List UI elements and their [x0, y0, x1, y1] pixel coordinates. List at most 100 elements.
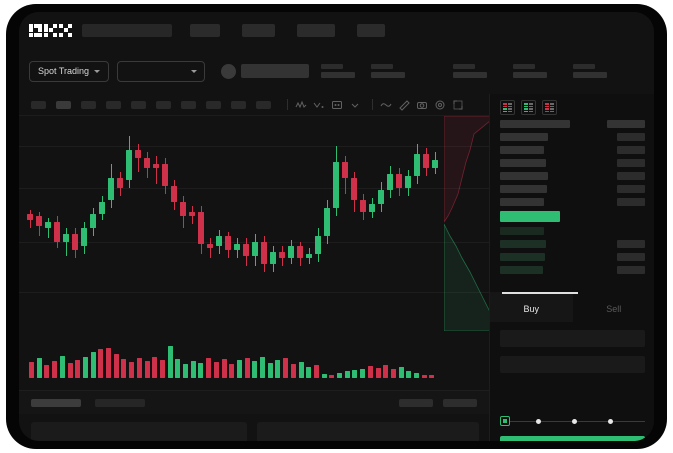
toolbar-divider — [287, 99, 288, 110]
volume-bar — [337, 373, 342, 378]
timeframe-button-4[interactable] — [106, 100, 121, 109]
orderbook-mode-asks[interactable] — [542, 100, 557, 115]
template-icon[interactable] — [330, 98, 343, 111]
order-book-bid-row[interactable] — [490, 227, 654, 236]
volume-bar — [82, 357, 88, 378]
volume-bar — [67, 363, 73, 378]
volume-bar — [421, 375, 427, 378]
volume-bar — [75, 360, 81, 378]
orders-tab-bar — [19, 390, 489, 414]
volume-bar — [213, 362, 219, 378]
slider-stop-25[interactable] — [536, 418, 541, 424]
order-book-bid-row[interactable] — [490, 240, 654, 249]
orderbook-mode-bids[interactable] — [521, 100, 536, 115]
order-book-rows[interactable] — [490, 120, 654, 279]
volume-bar — [275, 360, 281, 378]
volume-bar — [98, 349, 104, 378]
pair-name-label — [241, 64, 310, 78]
timeframe-button-3[interactable] — [81, 100, 96, 109]
volume-bar — [244, 358, 250, 378]
timeframe-button-9[interactable] — [231, 100, 246, 109]
tab-open-orders[interactable] — [31, 398, 81, 407]
fullscreen-icon[interactable] — [451, 98, 464, 111]
global-search-input[interactable] — [82, 23, 172, 37]
bottom-action-2[interactable] — [443, 398, 477, 407]
ruler-icon[interactable] — [397, 98, 410, 111]
nav-item-4[interactable] — [357, 23, 385, 37]
chevron-down-icon[interactable] — [348, 98, 361, 111]
timeframe-button-10[interactable] — [256, 100, 271, 109]
volume-bar — [106, 348, 111, 378]
order-price-input[interactable] — [500, 330, 645, 347]
camera-icon[interactable] — [415, 98, 428, 111]
order-book-ask-row[interactable] — [490, 185, 654, 194]
pair-coin-avatar — [221, 63, 237, 79]
bottom-action-1[interactable] — [399, 398, 433, 407]
timeframe-button-6[interactable] — [156, 100, 171, 109]
volume-bar — [344, 371, 350, 378]
slider-handle[interactable] — [500, 416, 510, 426]
orderbook-tab-buy[interactable]: Buy — [490, 292, 578, 322]
order-book-ask-row[interactable] — [490, 133, 654, 142]
timeframe-button-7[interactable] — [181, 100, 196, 109]
slider-stop-75[interactable] — [608, 418, 613, 424]
timeframe-button-5[interactable] — [131, 100, 146, 109]
volume-bar — [221, 359, 227, 378]
volume-bar — [298, 362, 304, 378]
volume-bar — [159, 360, 165, 378]
volume-bar — [283, 358, 289, 378]
order-book-ask-row[interactable] — [490, 198, 654, 207]
slider-stop-50[interactable] — [572, 418, 577, 424]
toolbar-divider — [372, 99, 373, 110]
wave-icon[interactable] — [379, 98, 392, 111]
order-book-spread-row[interactable] — [490, 211, 654, 223]
nav-item-2[interactable] — [242, 23, 275, 37]
nav-item-3[interactable] — [297, 23, 335, 37]
volume-bar — [360, 369, 366, 378]
volume-bar — [167, 346, 173, 378]
timeframe-button-8[interactable] — [206, 100, 221, 109]
okx-logo[interactable] — [29, 23, 72, 37]
volume-bar — [352, 370, 358, 378]
order-book-ask-row[interactable] — [490, 159, 654, 168]
trading-pair-dropdown[interactable] — [117, 60, 206, 82]
volume-bar — [198, 363, 204, 378]
volume-bar — [59, 356, 65, 378]
candlestick-chart[interactable] — [19, 116, 489, 331]
order-book-header-row — [490, 120, 654, 129]
volume-bar — [206, 358, 212, 378]
volume-bar — [90, 352, 96, 378]
volume-bar — [236, 360, 242, 378]
order-book-ask-row[interactable] — [490, 146, 654, 155]
chevron-down-icon — [191, 69, 198, 73]
chart-gridline — [19, 146, 489, 147]
nav-item-1[interactable] — [190, 23, 220, 37]
volume-bar — [367, 366, 373, 378]
volume-bar — [229, 364, 235, 378]
settings-gear-icon[interactable] — [433, 98, 446, 111]
place-buy-order-button[interactable] — [500, 436, 645, 441]
timeframe-button-1[interactable] — [31, 100, 46, 109]
stat-change-24h — [371, 64, 406, 78]
orderbook-mode-both[interactable] — [500, 100, 515, 115]
orderbook-tab-sell[interactable]: Sell — [606, 304, 622, 314]
volume-bar — [252, 361, 258, 378]
order-book-bid-row[interactable] — [490, 253, 654, 262]
order-amount-input[interactable] — [500, 356, 645, 373]
volume-bar — [414, 373, 419, 378]
order-amount-slider[interactable] — [500, 416, 645, 426]
volume-bar — [36, 358, 42, 378]
volume-bar — [390, 369, 396, 378]
volume-bar — [406, 371, 412, 378]
order-book-bid-row[interactable] — [490, 266, 654, 275]
order-book-ask-row[interactable] — [490, 172, 654, 181]
orders-panel-left — [31, 422, 247, 441]
tab-order-history[interactable] — [95, 398, 145, 407]
timeframe-button-2[interactable] — [56, 100, 71, 109]
market-type-dropdown[interactable]: Spot Trading — [29, 60, 110, 82]
indicator-icon[interactable] — [294, 98, 307, 111]
volume-bar — [329, 375, 335, 378]
volume-bar — [183, 364, 188, 378]
compare-icon[interactable] — [312, 98, 325, 111]
